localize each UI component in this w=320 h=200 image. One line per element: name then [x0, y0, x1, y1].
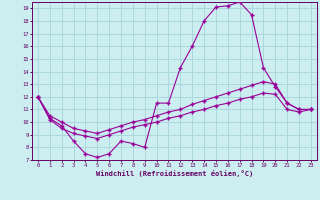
X-axis label: Windchill (Refroidissement éolien,°C): Windchill (Refroidissement éolien,°C)	[96, 170, 253, 177]
